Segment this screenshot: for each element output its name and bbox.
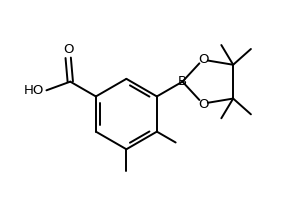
Text: B: B [178,75,187,88]
Text: HO: HO [23,84,44,97]
Text: O: O [198,53,209,66]
Text: O: O [198,98,209,111]
Text: O: O [63,43,73,56]
